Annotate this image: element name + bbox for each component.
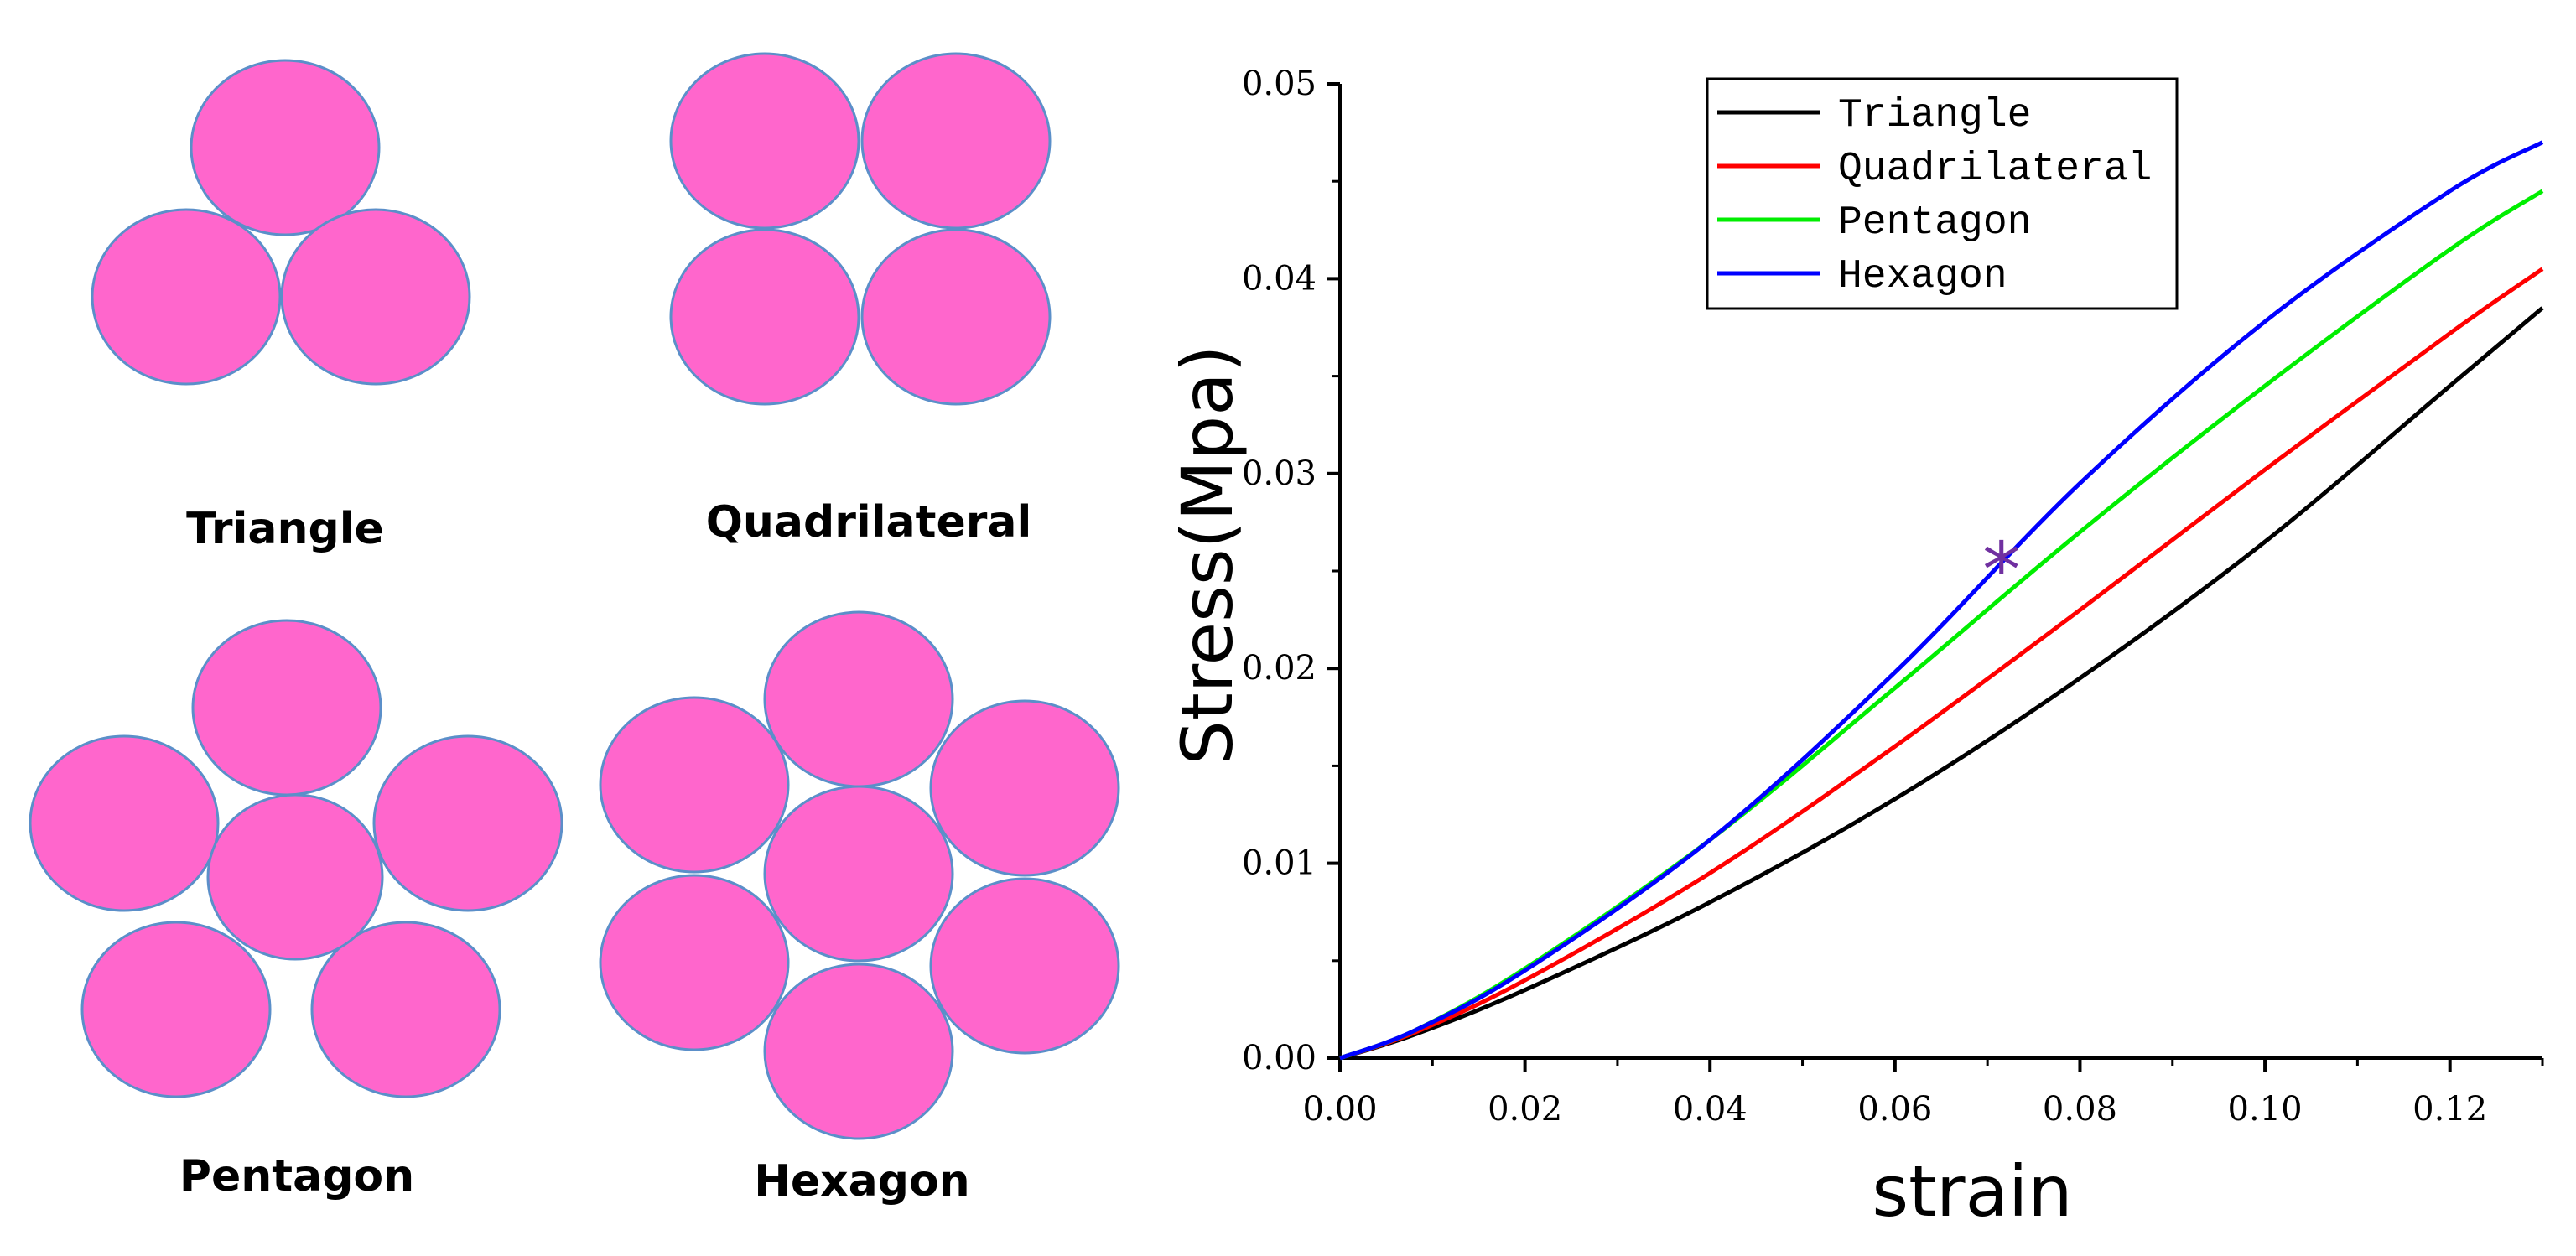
quadrilateral-diagram	[669, 52, 1052, 406]
penta-circle-left	[29, 734, 220, 912]
x-tick-label: 0.12	[2412, 1090, 2487, 1129]
x-tick-label: 0.04	[1673, 1090, 1748, 1129]
legend-label-triangle: Triangle	[1838, 93, 2031, 138]
hexa-circle-lower-left	[599, 874, 790, 1051]
x-tick-label: 0.00	[1302, 1090, 1377, 1129]
y-tick-label: 0.00	[1242, 1039, 1317, 1077]
x-tick-label: 0.10	[2228, 1090, 2303, 1129]
series-line-quadrilateral	[1339, 267, 2544, 1061]
hexa-circle-lower-right	[929, 877, 1120, 1055]
stress-strain-chart: 0.000.010.020.030.040.05 0.00 0.02 0.04 0.0…	[1166, 65, 2544, 1233]
quad-circle-bottom-right	[860, 228, 1052, 406]
y-axis-ticks: 0.00 0.01 0.02 0.03 0.04 0.05	[1242, 65, 1340, 1077]
legend-box	[1706, 77, 2179, 310]
y-tick-label: 0.01	[1242, 844, 1317, 883]
y-tick-label: 0.04	[1242, 259, 1317, 298]
triangle-caption: Triangle	[186, 504, 384, 554]
penta-circle-right	[372, 734, 564, 912]
hexa-circle-center	[763, 785, 954, 963]
legend-label-quadrilateral: Quadrilateral	[1838, 147, 2152, 192]
penta-circle-top	[191, 619, 382, 797]
hexagon-diagram	[599, 610, 1120, 1140]
y-tick-label: 0.05	[1242, 65, 1317, 103]
legend-label-hexagon: Hexagon	[1838, 254, 2007, 299]
triangle-circle-top	[190, 59, 381, 236]
packing-diagrams	[29, 52, 1120, 1140]
triangle-circle-right	[280, 208, 471, 386]
pentagon-diagram	[29, 619, 564, 1098]
y-tick-label: 0.03	[1242, 454, 1317, 493]
series-lines	[1339, 140, 2544, 1061]
hexagon-caption: Hexagon	[754, 1156, 969, 1207]
series-line-triangle	[1339, 306, 2544, 1061]
quad-circle-top-left	[669, 52, 860, 230]
x-tick-label: 0.02	[1488, 1090, 1562, 1129]
penta-circle-center	[206, 793, 384, 961]
x-tick-label: 0.06	[1857, 1090, 1932, 1129]
hexa-circle-bottom	[763, 963, 954, 1140]
y-tick-label: 0.02	[1242, 649, 1317, 688]
quadrilateral-caption: Quadrilateral	[706, 497, 1032, 548]
x-tick-label: 0.08	[2043, 1090, 2117, 1129]
penta-circle-bottom-left	[80, 921, 272, 1098]
hexa-circle-top	[763, 610, 954, 788]
legend-label-pentagon: Pentagon	[1838, 200, 2031, 246]
chart-markers: *	[1982, 527, 2020, 615]
hexa-circle-upper-left	[599, 696, 790, 874]
x-axis-title: strain	[1872, 1150, 2072, 1233]
star-marker: *	[1982, 527, 2020, 615]
y-axis-title: Stress(Mpa)	[1166, 345, 1249, 766]
triangle-circle-left	[91, 208, 282, 386]
pentagon-caption: Pentagon	[179, 1151, 414, 1202]
hexa-circle-upper-right	[929, 699, 1120, 877]
penta-circle-bottom-right	[310, 921, 501, 1098]
chart-legend: Triangle Quadrilateral Pentagon Hexagon	[1706, 77, 2179, 310]
triangle-diagram	[91, 59, 471, 386]
quad-circle-bottom-left	[669, 228, 860, 406]
x-axis-ticks: 0.00 0.02 0.04 0.06 0.08 0.10 0.12	[1302, 1058, 2544, 1129]
quad-circle-top-right	[860, 52, 1052, 230]
series-line-hexagon	[1339, 140, 2544, 1061]
